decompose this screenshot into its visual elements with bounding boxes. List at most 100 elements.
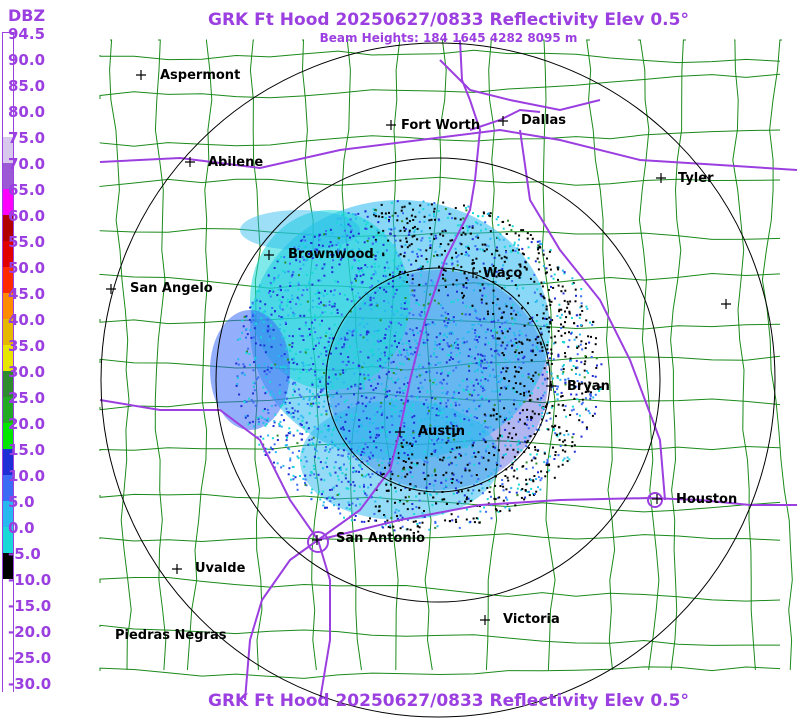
echo-pixel [579, 306, 582, 309]
echo-pixel [564, 450, 567, 453]
echo-pixel [510, 467, 513, 470]
echo-pixel [410, 461, 413, 464]
echo-pixel [511, 388, 514, 390]
echo-pixel [414, 520, 417, 523]
echo-pixel [340, 427, 343, 430]
echo-pixel [470, 474, 473, 477]
echo-pixel [523, 253, 525, 256]
echo-pixel [465, 282, 468, 284]
echo-pixel [558, 303, 561, 306]
echo-pixel [277, 259, 280, 262]
echo-pixel [587, 409, 590, 412]
echo-pixel [394, 239, 397, 242]
legend-label: 75.0 [8, 129, 46, 147]
echo-pixel [382, 472, 385, 475]
echo-pixel [414, 215, 417, 218]
echo-pixel [409, 471, 412, 474]
echo-pixel [435, 403, 438, 406]
echo-pixel [288, 281, 291, 284]
echo-pixel [468, 225, 471, 228]
echo-pixel [487, 284, 490, 287]
echo-pixel [310, 471, 313, 474]
echo-pixel [368, 421, 371, 424]
echo-pixel [471, 327, 474, 330]
echo-pixel [553, 273, 556, 276]
echo-pixel [492, 329, 494, 332]
echo-pixel [270, 364, 273, 367]
echo-pixel [329, 394, 332, 397]
echo-pixel [527, 302, 529, 305]
echo-pixel [374, 387, 377, 390]
echo-pixel [468, 369, 471, 372]
echo-pixel [595, 366, 598, 369]
highways [99, 39, 797, 701]
echo-pixel [291, 394, 294, 397]
echo-pixel [499, 485, 502, 487]
echo-pixel [349, 236, 351, 239]
echo-pixel [352, 430, 355, 433]
echo-pixel [299, 350, 302, 353]
echo-pixel [535, 428, 538, 431]
echo-pixel [254, 358, 256, 361]
echo-pixel [330, 440, 333, 443]
legend-label: 40.0 [8, 311, 46, 329]
echo-pixel [514, 407, 517, 410]
echo-pixel [260, 317, 263, 320]
echo-pixel [323, 479, 326, 482]
echo-pixel [513, 331, 516, 334]
echo-pixel [401, 206, 404, 209]
echo-pixel [518, 366, 521, 369]
echo-pixel [398, 415, 401, 418]
echo-pixel [514, 284, 517, 287]
echo-pixel [537, 413, 540, 416]
echo-pixel [514, 232, 517, 235]
echo-pixel [285, 444, 288, 446]
echo-pixel [408, 231, 411, 234]
echo-pixel [423, 510, 425, 512]
echo-pixel [469, 232, 472, 235]
echo-pixel [265, 373, 268, 376]
echo-pixel [456, 338, 459, 341]
echo-pixel [466, 331, 469, 334]
echo-pixel [578, 419, 581, 422]
echo-pixel [462, 217, 465, 220]
echo-pixel [484, 336, 487, 339]
echo-pixel [335, 484, 338, 487]
echo-pixel [345, 413, 348, 416]
echo-pixel [450, 478, 452, 480]
echo-pixel [308, 282, 310, 285]
echo-pixel [542, 408, 545, 411]
echo-pixel [515, 491, 518, 494]
echo-pixel [310, 402, 313, 405]
echo-pixel [463, 494, 466, 497]
echo-pixel [445, 317, 448, 320]
echo-pixel [396, 433, 399, 436]
echo-pixel [367, 356, 370, 359]
echo-pixel [391, 285, 394, 288]
echo-pixel [373, 212, 376, 214]
echo-pixel [312, 397, 315, 400]
echo-pixel [537, 471, 539, 474]
echo-pixel [280, 318, 283, 321]
county-line [586, 39, 616, 671]
echo-pixel [451, 239, 454, 242]
echo-pixel [493, 356, 496, 359]
echo-pixel [367, 237, 370, 240]
echo-pixel [490, 517, 493, 520]
echo-pixel [415, 299, 418, 302]
echo-pixel [460, 270, 463, 273]
echo-pixel [420, 269, 423, 272]
echo-pixel [299, 314, 302, 317]
echo-pixel [544, 272, 547, 275]
echo-pixel [357, 292, 360, 295]
echo-pixel [401, 220, 404, 223]
echo-pixel [259, 344, 262, 347]
echo-pixel [322, 266, 325, 269]
echo-pixel [564, 355, 567, 358]
echo-pixel [550, 336, 553, 339]
echo-pixel [434, 397, 437, 400]
echo-pixel [405, 441, 408, 444]
echo-pixel [363, 485, 365, 488]
echo-pixel [355, 279, 357, 282]
echo-pixel [536, 348, 539, 351]
